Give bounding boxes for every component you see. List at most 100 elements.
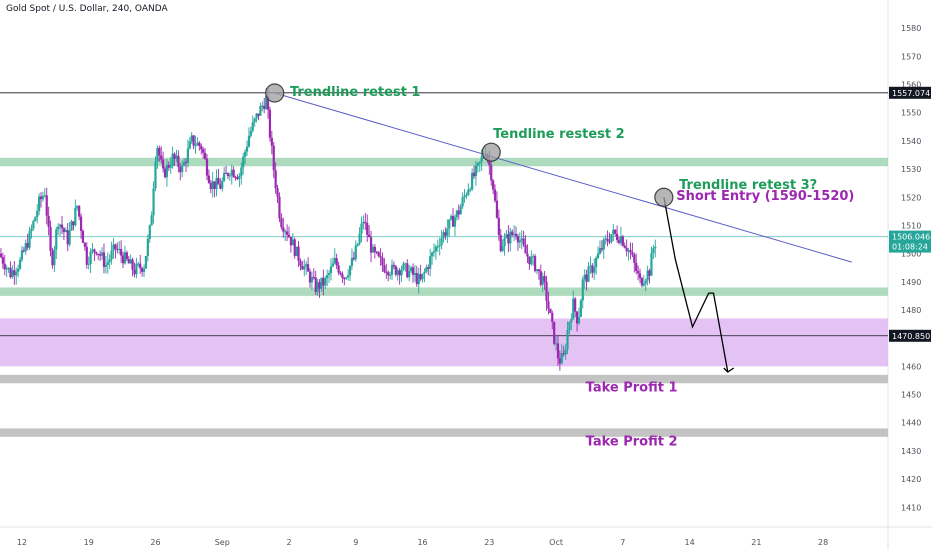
candle-down [606, 238, 609, 242]
candle-up [453, 217, 457, 227]
candle-up [568, 322, 571, 331]
candle-down [608, 241, 611, 243]
x-tick-label: Sep [215, 538, 230, 547]
candle-up [152, 188, 155, 216]
y-tick-label: 1450 [901, 391, 921, 400]
price-tag-label: 1557.074 [892, 89, 930, 98]
candle-down [232, 169, 235, 178]
candle-down [633, 254, 636, 263]
x-tick-label: 16 [417, 538, 427, 547]
candle-up [509, 231, 512, 244]
candle-up [196, 142, 199, 146]
candle-down [493, 189, 497, 201]
candle-down [0, 253, 3, 258]
projection-path [663, 197, 729, 373]
candle-up [459, 206, 462, 215]
candle-down [457, 210, 460, 215]
candle-up [87, 263, 90, 265]
candle-down [287, 234, 291, 238]
candle-down [192, 135, 195, 146]
candle-up [417, 274, 420, 285]
candle-up [148, 225, 151, 239]
candle-up [15, 271, 18, 276]
candle-down [116, 248, 119, 250]
candle-down [141, 268, 144, 272]
candle-up [478, 161, 481, 164]
candle-down [337, 265, 340, 273]
candle-down [81, 230, 85, 243]
candle-up [38, 196, 41, 211]
candle-up [434, 246, 437, 252]
candle-up [310, 277, 313, 283]
y-tick-label: 1560 [901, 81, 921, 90]
candle-down [207, 175, 210, 183]
candle-up [211, 181, 214, 189]
candle-up [644, 280, 647, 284]
candle-up [518, 240, 521, 243]
candle-up [146, 238, 149, 257]
candle-up [5, 268, 8, 270]
candle-up [595, 258, 598, 268]
candle-down [198, 142, 201, 146]
candle-up [408, 271, 411, 278]
candle-down [366, 223, 369, 235]
x-tick-label: 7 [620, 538, 625, 547]
candle-down [3, 263, 6, 270]
candle-down [415, 273, 418, 285]
candle-up [423, 271, 426, 274]
annotation-label: Take Profit 1 [586, 381, 678, 396]
candle-down [120, 248, 123, 256]
annotation-label: Take Profit 2 [586, 434, 678, 449]
candle-up [186, 148, 190, 163]
candle-down [451, 215, 455, 227]
candle-up [135, 263, 138, 275]
candle-down [497, 217, 500, 235]
candle-up [602, 239, 605, 250]
candle-up [123, 252, 127, 264]
candle-up [429, 256, 432, 269]
candles [0, 87, 657, 371]
y-tick-label: 1500 [901, 250, 921, 259]
x-tick-label: 19 [84, 538, 94, 547]
annotation-label: Short Entry (1590-1520) [676, 189, 854, 204]
candle-up [596, 253, 600, 259]
candle-down [629, 250, 632, 253]
candle-down [364, 221, 367, 224]
candle-up [535, 269, 539, 271]
candle-up [360, 223, 363, 234]
candle-down [177, 155, 180, 167]
candle-up [461, 197, 464, 207]
candle-up [259, 106, 262, 116]
candle-down [381, 257, 384, 266]
candle-up [34, 217, 37, 222]
annotation-label: Trendline retest 1 [290, 85, 421, 100]
candle-up [247, 135, 251, 147]
candle-up [171, 153, 174, 167]
candle-up [91, 249, 94, 252]
candle-down [160, 155, 163, 160]
candle-up [371, 246, 375, 253]
candle-down [49, 226, 52, 251]
candle-down [600, 248, 603, 250]
candle-up [455, 210, 458, 218]
y-tick-label: 1490 [901, 278, 921, 287]
candle-down [341, 274, 344, 279]
trendline [274, 92, 852, 263]
candle-down [385, 271, 388, 273]
candle-down [26, 243, 29, 248]
candle-up [610, 234, 613, 242]
candle-up [541, 276, 544, 285]
candle-up [118, 248, 121, 250]
candle-up [144, 256, 148, 269]
candle-down [95, 252, 98, 254]
candle-down [162, 159, 165, 169]
candle-down [203, 152, 207, 159]
candle-down [522, 238, 525, 245]
candle-up [570, 319, 573, 323]
candle-up [400, 269, 403, 276]
candle-up [169, 166, 172, 168]
candle-down [139, 263, 142, 269]
candle-up [532, 256, 535, 258]
